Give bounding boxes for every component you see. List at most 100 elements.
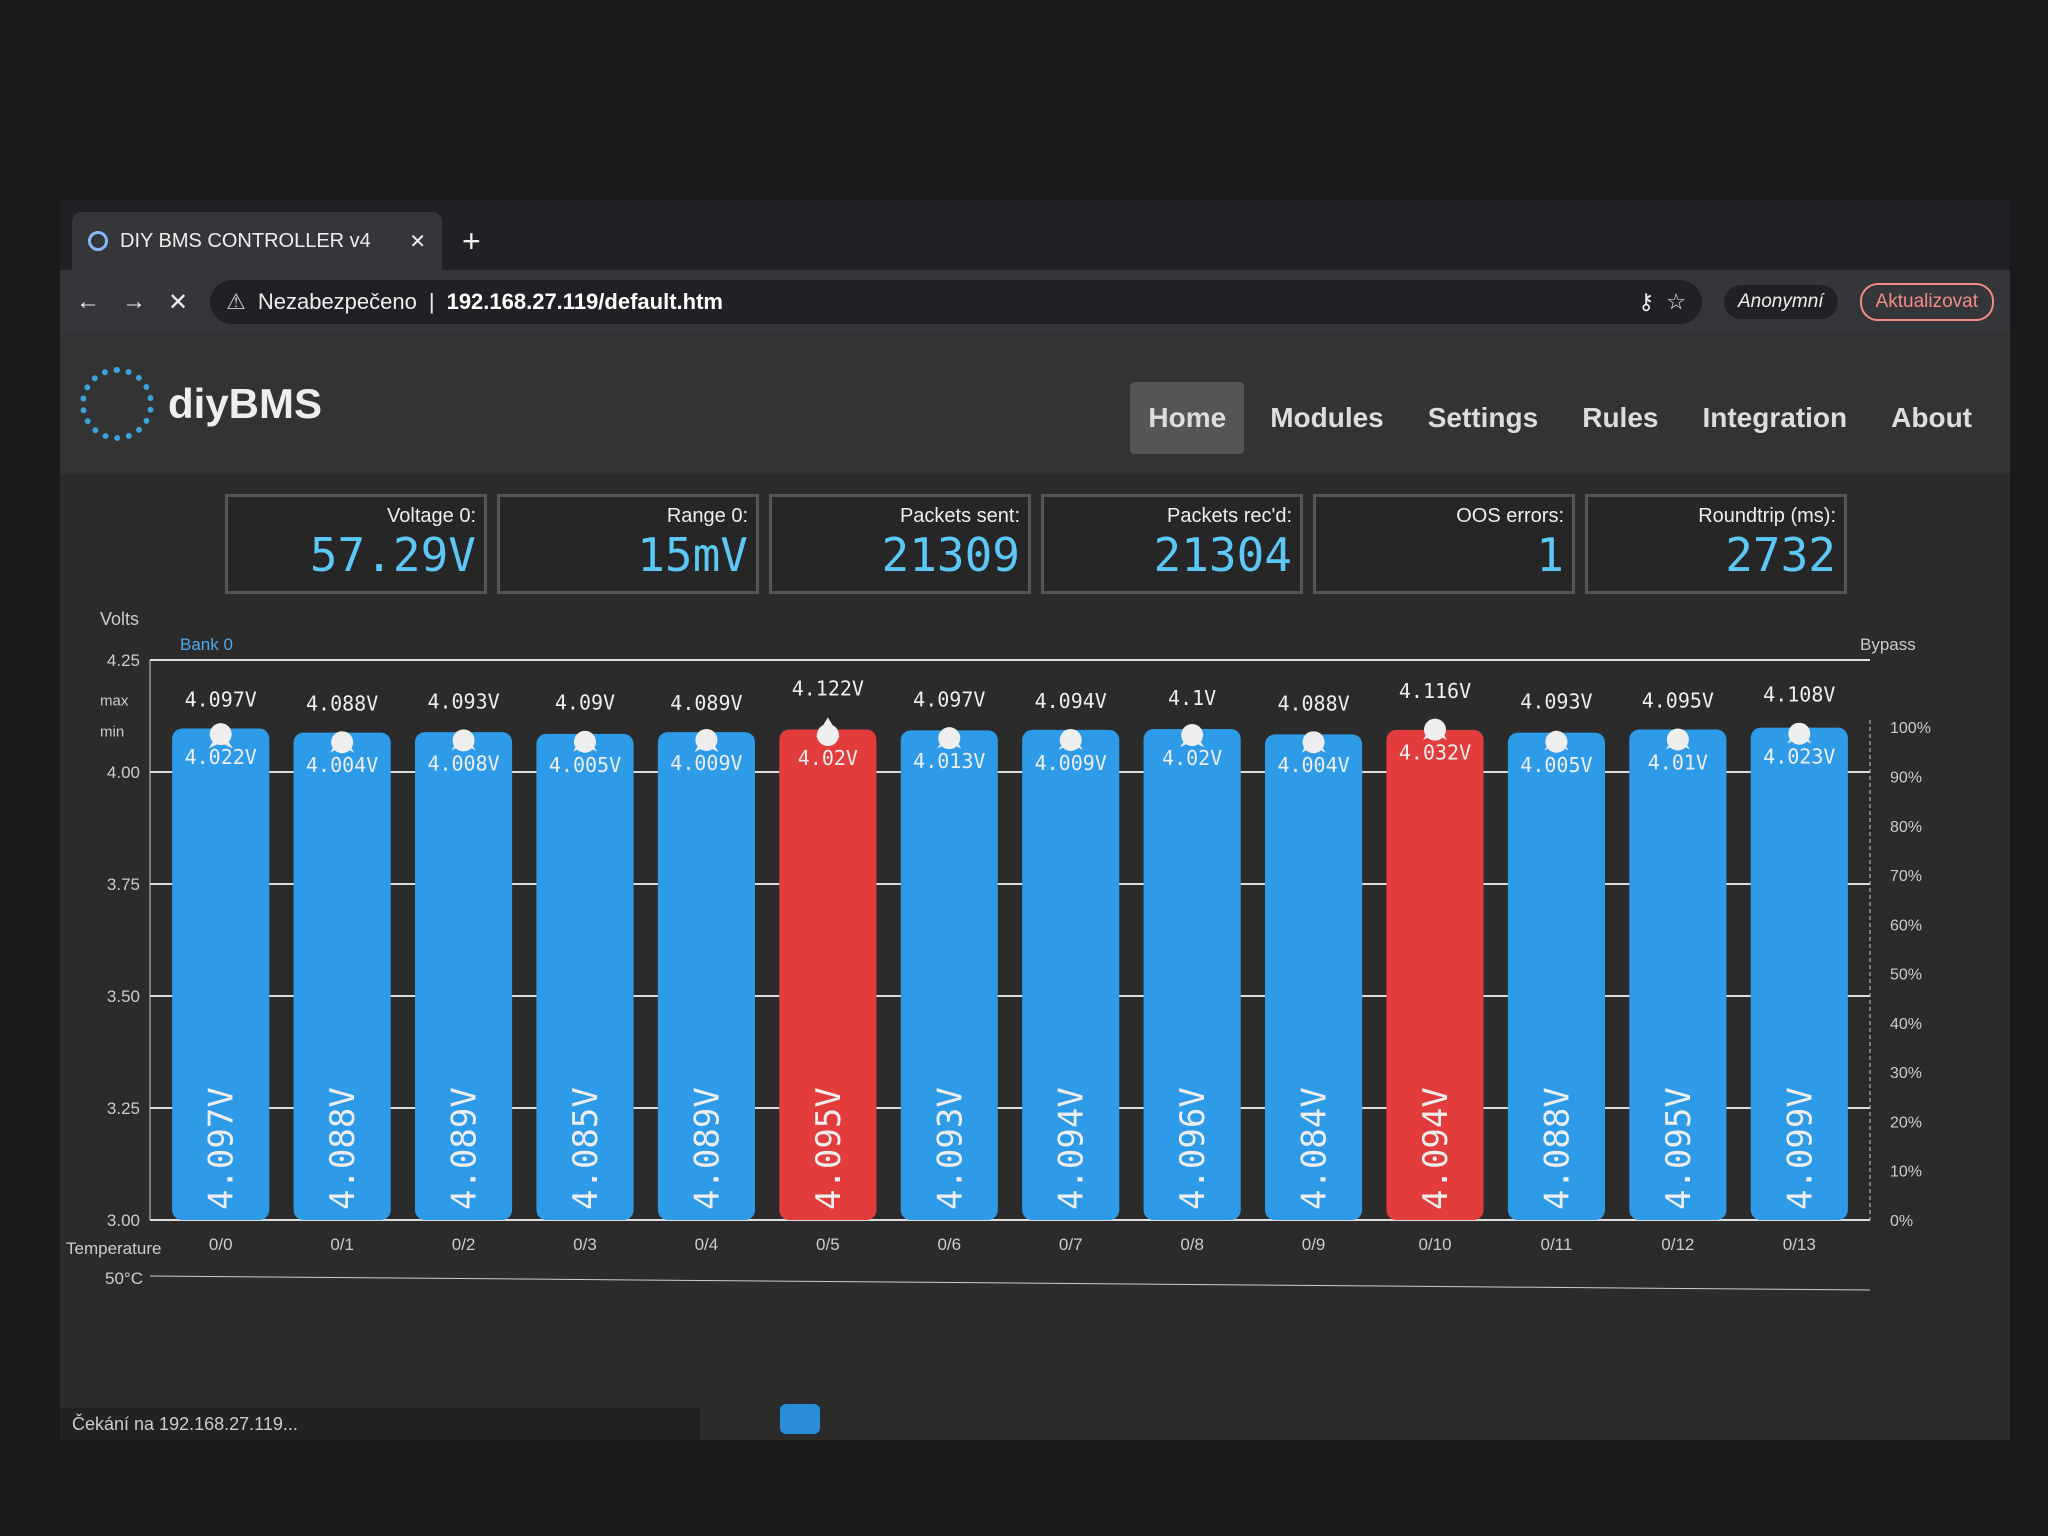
star-icon[interactable]: ☆ [1666,289,1686,314]
temperature-axis-title: Temperature [66,1239,161,1258]
max-voltage-label: 4.097V [913,688,985,712]
stop-icon[interactable]: ✕ [168,288,189,316]
y2-tick-label: 10% [1890,1164,1922,1181]
cell-bar [1022,729,1120,1220]
cell-voltage-label: 4.093V [930,1087,970,1210]
min-voltage-label: 4.032V [1399,741,1471,765]
profile-button[interactable]: Anonymní [1724,285,1838,319]
cell-voltage-label: 4.094V [1416,1087,1456,1210]
max-marker-label: max [100,692,129,709]
nav-home[interactable]: Home [1130,382,1245,454]
cell-voltage-label: 4.094V [1052,1087,1092,1210]
min-voltage-label: 4.02V [798,746,858,770]
y2-tick-label: 80% [1890,819,1922,836]
close-tab-icon[interactable]: ✕ [409,230,426,253]
min-marker-icon [1424,718,1446,741]
min-voltage-label: 4.005V [1520,753,1592,777]
forward-icon[interactable]: → [122,288,146,315]
nav-about[interactable]: About [1891,402,1972,433]
y2-axis-title: Bypass [1860,635,1916,654]
nav-modules[interactable]: Modules [1270,402,1384,433]
cell-voltage-label: 4.084V [1295,1087,1335,1210]
diybms-logo-icon [80,367,154,441]
min-voltage-label: 4.01V [1648,751,1708,775]
stat-range: Range 0: 15mV [497,494,759,594]
min-marker-icon [1666,728,1689,751]
min-marker-icon [209,723,232,746]
min-voltage-label: 4.008V [427,751,499,775]
x-tick-label: 0/5 [816,1235,840,1254]
back-icon[interactable]: ← [76,288,100,315]
browser-tab[interactable]: DIY BMS CONTROLLER v4 ✕ [72,212,442,270]
stat-value: 15mV [637,528,748,582]
cell-bar [1143,728,1241,1220]
min-voltage-label: 4.005V [549,753,621,777]
x-tick-label: 0/2 [452,1235,476,1254]
stat-oos-errors: OOS errors: 1 [1313,494,1575,594]
min-marker-icon [1059,728,1082,751]
x-tick-label: 0/0 [209,1235,233,1254]
min-voltage-label: 4.013V [913,749,985,773]
stat-value: 21309 [881,528,1020,582]
cell-voltage-label: 4.099V [1780,1087,1820,1210]
cell-voltage-label: 4.096V [1173,1087,1213,1210]
main-nav: Home Modules Settings Rules Integration … [1130,382,1990,454]
min-marker-label: min [100,724,124,741]
stat-label: Packets sent: [899,505,1020,527]
x-tick-label: 0/11 [1541,1235,1573,1254]
temperature-tick-label: 50°C [105,1269,143,1288]
update-button[interactable]: Aktualizovat [1859,283,1994,321]
browser-window: DIY BMS CONTROLLER v4 ✕ + ← → ✕ ⚠ Nezabezpeč… [60,200,2010,1440]
y2-tick-label: 70% [1890,868,1922,885]
warning-icon: ⚠ [226,289,246,314]
cell-voltage-label: 4.088V [323,1087,363,1210]
cell-bar [1750,727,1848,1220]
max-voltage-label: 4.1V [1168,686,1216,710]
nav-integration[interactable]: Integration [1702,402,1848,433]
cell-voltage-label: 4.089V [687,1087,727,1210]
min-voltage-label: 4.022V [185,745,257,769]
tab-strip: DIY BMS CONTROLLER v4 ✕ + [60,200,2010,270]
address-bar[interactable]: ⚠ Nezabezpečeno | 192.168.27.119/default.ht… [210,280,1702,324]
min-marker-icon [1788,722,1811,745]
security-label: Nezabezpečeno [257,289,417,314]
min-marker-icon [574,730,596,753]
y-tick-label: 3.00 [107,1211,140,1230]
cell-voltage-label: 4.095V [809,1087,849,1210]
stat-label: Packets rec'd: [1167,505,1292,527]
key-icon[interactable]: ⚷ [1638,289,1655,314]
max-voltage-label: 4.088V [1277,692,1349,716]
min-marker-icon [1302,731,1325,754]
x-tick-label: 0/1 [330,1235,354,1254]
cell-bar [1507,732,1605,1220]
max-voltage-label: 4.108V [1763,683,1835,707]
stat-label: Voltage 0: [387,505,476,527]
x-tick-label: 0/4 [695,1235,719,1254]
stat-value: 1 [1536,528,1564,582]
y-tick-label: 3.25 [107,1099,140,1118]
max-voltage-label: 4.093V [1520,689,1592,713]
stat-label: OOS errors: [1456,505,1564,527]
cell-bar [779,729,877,1220]
cell-bar [900,730,998,1220]
cell-voltage-label: 4.097V [202,1087,242,1210]
stat-roundtrip: Roundtrip (ms): 2732 [1585,494,1847,594]
x-tick-label: 0/9 [1302,1235,1326,1254]
min-voltage-label: 4.004V [1277,753,1349,777]
x-tick-label: 0/7 [1059,1235,1083,1254]
cell-bar [657,732,755,1220]
min-voltage-label: 4.004V [306,753,378,777]
new-tab-button[interactable]: + [462,223,481,259]
stat-packets-sent: Packets sent: 21309 [769,494,1031,594]
min-marker-icon [816,724,839,747]
y-tick-label: 3.50 [107,987,140,1006]
min-voltage-label: 4.009V [1035,751,1107,775]
chart-zoom-slider[interactable] [780,1404,820,1434]
nav-rules[interactable]: Rules [1582,402,1659,433]
y2-tick-label: 50% [1890,967,1922,984]
tab-title: DIY BMS CONTROLLER v4 [120,229,371,252]
cell-bar [1265,734,1363,1220]
x-tick-label: 0/3 [573,1235,597,1254]
min-voltage-label: 4.023V [1763,745,1835,769]
nav-settings[interactable]: Settings [1427,402,1539,433]
